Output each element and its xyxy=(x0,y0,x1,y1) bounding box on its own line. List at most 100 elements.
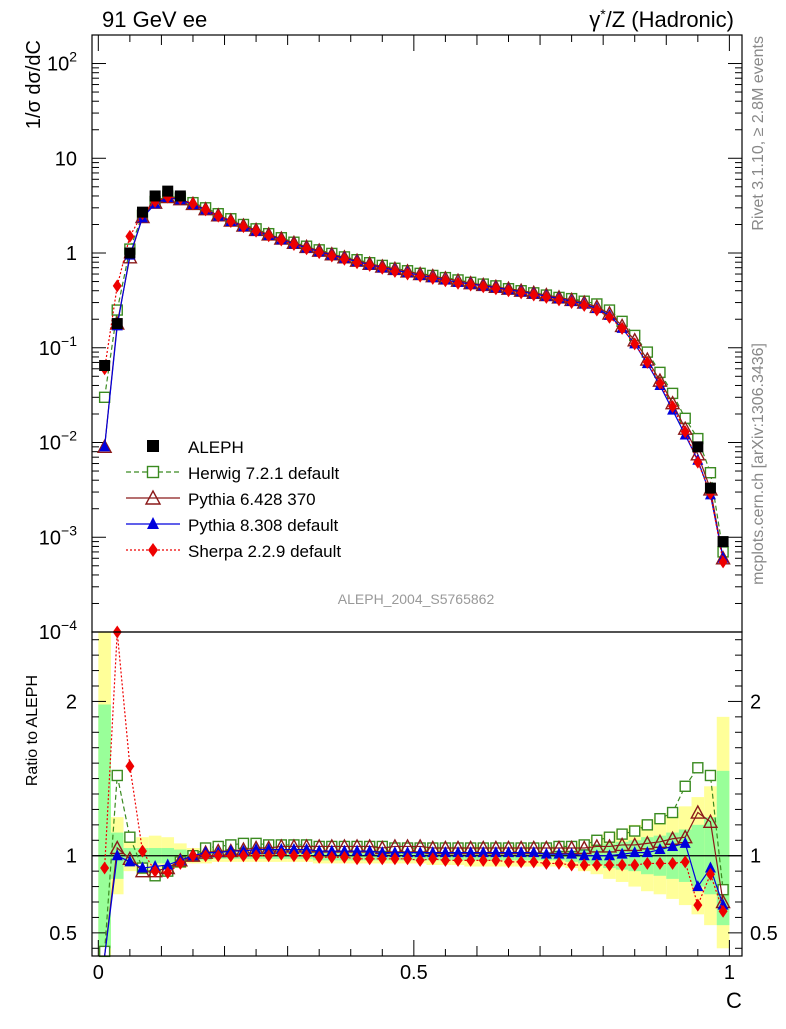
legend-label: ALEPH xyxy=(188,438,244,457)
data-point xyxy=(365,258,375,272)
x-tick-label: 0.5 xyxy=(400,962,428,984)
data-point xyxy=(504,284,514,298)
data-point xyxy=(516,855,526,869)
ratio-uncertainty-band xyxy=(92,632,742,956)
data-point xyxy=(478,853,488,867)
x-axis-label: C xyxy=(726,988,742,1013)
data-point xyxy=(440,853,450,867)
data-point xyxy=(226,849,236,863)
header-right: γ*/Z (Hadronic) xyxy=(589,6,734,32)
data-point xyxy=(339,252,349,266)
data-point xyxy=(579,298,589,312)
analysis-id: ALEPH_2004_S5765862 xyxy=(338,591,495,607)
data-point xyxy=(403,852,413,866)
data-point xyxy=(327,249,337,263)
data-point xyxy=(553,847,565,859)
data-point xyxy=(704,482,716,494)
legend-entry: Herwig 7.2.1 default xyxy=(126,464,339,483)
data-point xyxy=(314,246,324,260)
data-point xyxy=(529,855,539,869)
data-point xyxy=(567,296,577,310)
data-point xyxy=(453,853,463,867)
data-point xyxy=(112,279,122,293)
data-point xyxy=(403,267,413,281)
data-point xyxy=(616,847,628,859)
legend-label: Pythia 8.308 default xyxy=(188,516,339,535)
data-point xyxy=(666,806,679,819)
ratio-y-tick-label: 0.5 xyxy=(49,923,77,945)
ratio-frame xyxy=(91,631,743,957)
data-point xyxy=(351,844,363,856)
data-point xyxy=(428,271,438,285)
data-point xyxy=(427,846,439,858)
data-point xyxy=(314,850,324,864)
main-y-tick-label: 10 xyxy=(55,148,77,170)
data-point xyxy=(690,804,706,819)
data-point xyxy=(718,904,728,918)
data-point xyxy=(516,286,526,300)
data-point xyxy=(490,846,502,858)
data-point xyxy=(124,855,136,867)
data-point xyxy=(630,337,640,351)
main-series xyxy=(96,185,731,569)
data-point xyxy=(213,849,223,863)
header-left: 91 GeV ee xyxy=(102,7,207,32)
data-point xyxy=(654,843,666,855)
data-point xyxy=(377,261,387,275)
data-point xyxy=(717,898,729,910)
data-point xyxy=(604,310,614,324)
data-point xyxy=(617,858,627,872)
data-point xyxy=(389,846,401,858)
data-point xyxy=(162,858,174,870)
data-point xyxy=(377,852,387,866)
data-point xyxy=(302,849,312,863)
main-series-sherpa-2-2-9-default xyxy=(100,190,728,569)
ratio-series-sherpa-2-2-9-default xyxy=(100,625,728,918)
mcplots-label: mcplots.cern.ch [arXiv:1306.3436] xyxy=(750,343,767,585)
data-point xyxy=(251,849,261,863)
data-point xyxy=(603,849,615,861)
data-point xyxy=(641,819,654,831)
data-point xyxy=(540,847,552,859)
ratio-y-label: Ratio to ALEPH xyxy=(24,675,41,786)
ratio-y-tick-label: 1 xyxy=(66,846,77,868)
data-point xyxy=(591,849,603,861)
data-point xyxy=(466,278,476,292)
data-point xyxy=(453,276,463,290)
data-point xyxy=(376,846,388,858)
legend-entry: Pythia 6.428 370 xyxy=(126,489,316,509)
legend-entry: Sherpa 2.2.9 default xyxy=(126,542,341,561)
data-point xyxy=(213,209,223,223)
data-point xyxy=(339,850,349,864)
data-point xyxy=(136,206,148,218)
data-point xyxy=(491,853,501,867)
legend: ALEPH Herwig 7.2.1 default Pythia 6.428 37… xyxy=(126,438,341,561)
data-point xyxy=(641,846,653,858)
data-point xyxy=(642,856,652,870)
data-point xyxy=(111,304,123,316)
data-point xyxy=(238,849,248,863)
data-point xyxy=(301,843,313,855)
data-point xyxy=(338,844,350,856)
data-point xyxy=(415,269,425,283)
data-point xyxy=(704,769,717,782)
ratio-y-tick-label-right: 2 xyxy=(750,691,761,713)
data-point xyxy=(667,839,679,851)
data-point xyxy=(111,769,123,782)
data-point xyxy=(99,359,111,371)
data-point xyxy=(150,864,160,878)
data-point xyxy=(125,759,135,773)
ratio-y-tick-label: 2 xyxy=(66,691,77,713)
data-point xyxy=(264,229,274,243)
data-point xyxy=(541,290,551,304)
data-point xyxy=(174,190,186,202)
data-point xyxy=(288,843,300,855)
x-tick-label: 0 xyxy=(93,962,104,984)
rivet-label: Rivet 3.1.10, ≥ 2.8M events xyxy=(750,36,767,231)
data-point xyxy=(149,190,161,202)
data-point xyxy=(99,440,111,452)
ratio-y-tick-label-right: 0.5 xyxy=(750,923,778,945)
data-point xyxy=(276,233,286,247)
data-point xyxy=(630,858,640,872)
data-point xyxy=(629,825,641,837)
